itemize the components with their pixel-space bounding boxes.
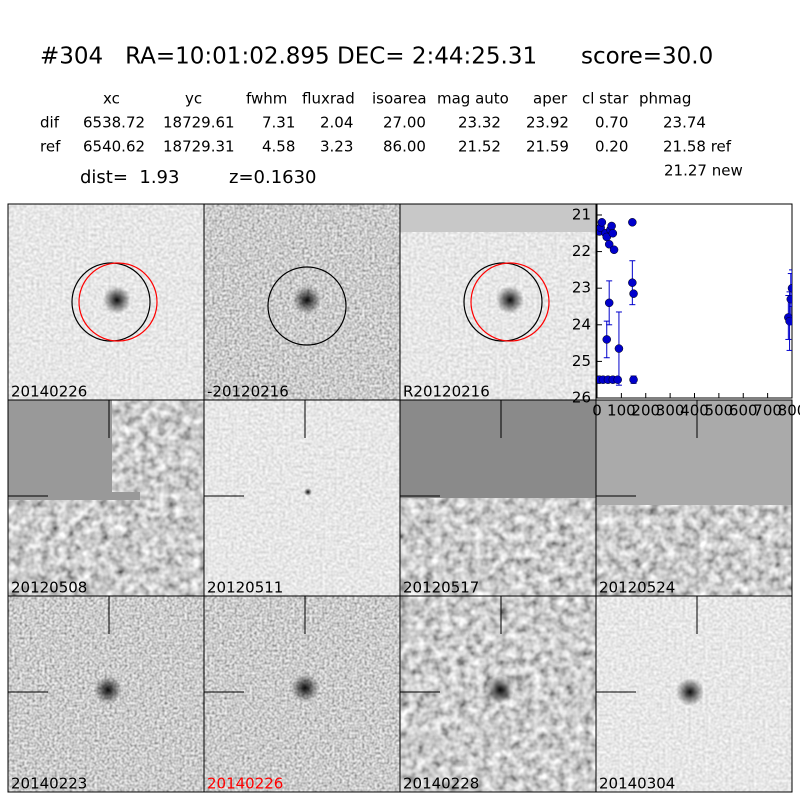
point <box>597 218 607 227</box>
aperture <box>470 262 550 342</box>
column-header: xc <box>103 90 120 108</box>
point <box>607 221 616 231</box>
column-header: yc <box>185 90 202 108</box>
source <box>94 676 122 704</box>
column-header: mag auto <box>437 90 509 108</box>
table-cell: 18729.31 <box>163 138 235 156</box>
point <box>602 335 611 344</box>
y-tick-label: 23 <box>572 279 591 297</box>
column-header: isoarea <box>372 90 427 108</box>
table-cell: 2.04 <box>320 114 353 132</box>
y-tick-label: 24 <box>572 315 591 333</box>
point <box>614 344 624 353</box>
panel-label: 20140226 <box>207 775 283 793</box>
panel-label: 20120517 <box>403 579 479 597</box>
point <box>604 240 614 249</box>
table-cell: 6538.72 <box>83 114 145 132</box>
table-cell: 18729.61 <box>163 114 235 132</box>
point <box>786 294 792 304</box>
x-tick-label: 300 <box>656 402 685 420</box>
y-tick-label: 26 <box>572 389 591 407</box>
table-cell: 0.70 <box>595 114 628 132</box>
x-tick-label: 400 <box>680 402 709 420</box>
source <box>103 286 131 314</box>
table-cell: 4.58 <box>262 138 295 156</box>
source <box>293 286 321 314</box>
x-tick-label: 800 <box>778 402 800 420</box>
source <box>486 676 514 704</box>
column-header: fwhm <box>246 90 287 108</box>
panel-label: 20140226 <box>11 383 87 401</box>
column-header: fluxrad <box>302 90 355 108</box>
panel-frame <box>595 595 793 793</box>
image-mask <box>8 492 140 500</box>
table-cell: 6540.62 <box>83 138 145 156</box>
source <box>304 488 312 496</box>
dist: dist= 1.93 <box>80 167 179 188</box>
table-cell: 21.52 <box>458 138 501 156</box>
panel-label: R20120216 <box>403 383 490 401</box>
table-cell: 86.00 <box>383 138 426 156</box>
point <box>629 375 638 384</box>
aperture <box>463 262 543 342</box>
cutout-image <box>204 400 400 596</box>
x-tick-label: 600 <box>729 402 758 420</box>
column-header: phmag <box>639 90 691 108</box>
table-cell: 7.31 <box>262 114 295 132</box>
x-tick-label: 0 <box>592 402 602 420</box>
point <box>609 245 619 255</box>
table-cell: 23.74 <box>663 114 706 132</box>
table-cell: 21.58 ref <box>663 138 732 156</box>
panel-label: 20120511 <box>207 579 283 597</box>
phmag-new: 21.27 new <box>664 162 743 180</box>
table-cell: dif <box>40 114 60 132</box>
table-cell: 27.00 <box>383 114 426 132</box>
point <box>628 218 637 227</box>
column-header: aper <box>533 90 568 108</box>
aperture <box>71 262 151 342</box>
point <box>787 283 792 293</box>
aperture <box>78 262 158 342</box>
panel-label: 20140223 <box>11 775 87 793</box>
x-tick-label: 200 <box>631 402 660 420</box>
table-cell: 3.23 <box>320 138 353 156</box>
aperture <box>267 266 347 346</box>
point <box>628 278 637 287</box>
point <box>629 289 638 298</box>
y-tick-label: 22 <box>572 242 591 260</box>
table-cell: ref <box>40 138 61 156</box>
y-tick-label: 25 <box>572 352 591 370</box>
panel-label: 20140228 <box>403 775 479 793</box>
x-tick-label: 500 <box>705 402 734 420</box>
panel-label: -20120216 <box>207 383 289 401</box>
column-header: cl star <box>582 90 629 108</box>
point <box>613 375 622 384</box>
source <box>676 678 704 706</box>
point <box>604 298 614 308</box>
title: #304 RA=10:01:02.895 DEC= 2:44:25.31 sco… <box>40 44 713 70</box>
source <box>291 674 319 702</box>
plot-area <box>596 203 793 399</box>
redshift: z=0.1630 <box>229 167 317 188</box>
image-mask <box>400 204 596 232</box>
table-cell: 23.92 <box>526 114 569 132</box>
point <box>608 229 618 238</box>
x-tick-label: 700 <box>753 402 782 420</box>
y-tick-label: 21 <box>572 205 591 223</box>
image-mask <box>596 400 792 505</box>
table-cell: 23.32 <box>458 114 501 132</box>
plot-points <box>597 218 792 386</box>
source <box>496 286 524 314</box>
image-mask <box>8 400 112 492</box>
panel-label: 20140304 <box>599 775 675 793</box>
table-cell: 0.20 <box>595 138 628 156</box>
panel-label: 20120524 <box>599 579 675 597</box>
x-tick-label: 100 <box>607 402 636 420</box>
panel-label: 20120508 <box>11 579 87 597</box>
table-cell: 21.59 <box>526 138 569 156</box>
image-mask <box>400 400 596 498</box>
